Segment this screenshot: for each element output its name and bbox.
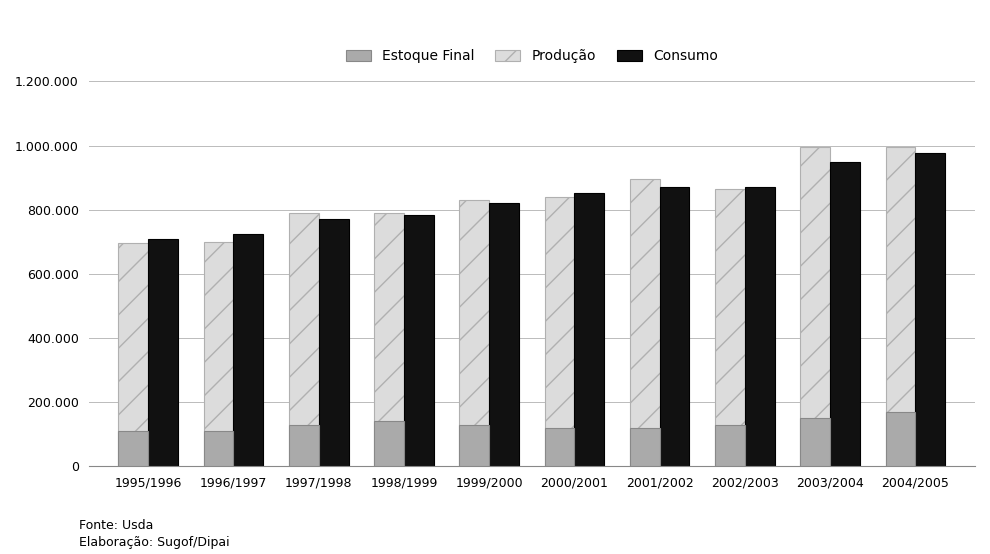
Bar	[148, 239, 178, 466]
Bar	[204, 242, 234, 466]
Bar	[715, 189, 744, 466]
Bar	[885, 412, 916, 466]
Legend: Estoque Final, Produção, Consumo: Estoque Final, Produção, Consumo	[339, 42, 725, 70]
Bar	[404, 215, 434, 466]
Bar	[544, 428, 574, 466]
Text: Fonte: Usda: Fonte: Usda	[79, 519, 153, 532]
Bar	[830, 162, 860, 466]
Bar	[289, 213, 319, 466]
Bar	[204, 431, 234, 466]
Bar	[800, 147, 830, 466]
Bar	[374, 422, 404, 466]
Bar	[374, 213, 404, 466]
Bar	[234, 234, 263, 466]
Bar	[119, 431, 148, 466]
Text: Elaboração: Sugof/Dipai: Elaboração: Sugof/Dipai	[79, 536, 230, 548]
Bar	[289, 425, 319, 466]
Bar	[744, 187, 775, 466]
Bar	[489, 203, 519, 466]
Bar	[800, 418, 830, 466]
Bar	[459, 200, 489, 466]
Bar	[885, 147, 916, 466]
Bar	[916, 153, 945, 466]
Bar	[630, 179, 659, 466]
Bar	[544, 197, 574, 466]
Bar	[319, 219, 348, 466]
Bar	[630, 428, 659, 466]
Bar	[119, 243, 148, 466]
Bar	[715, 425, 744, 466]
Bar	[459, 425, 489, 466]
Bar	[659, 187, 689, 466]
Bar	[574, 193, 604, 466]
